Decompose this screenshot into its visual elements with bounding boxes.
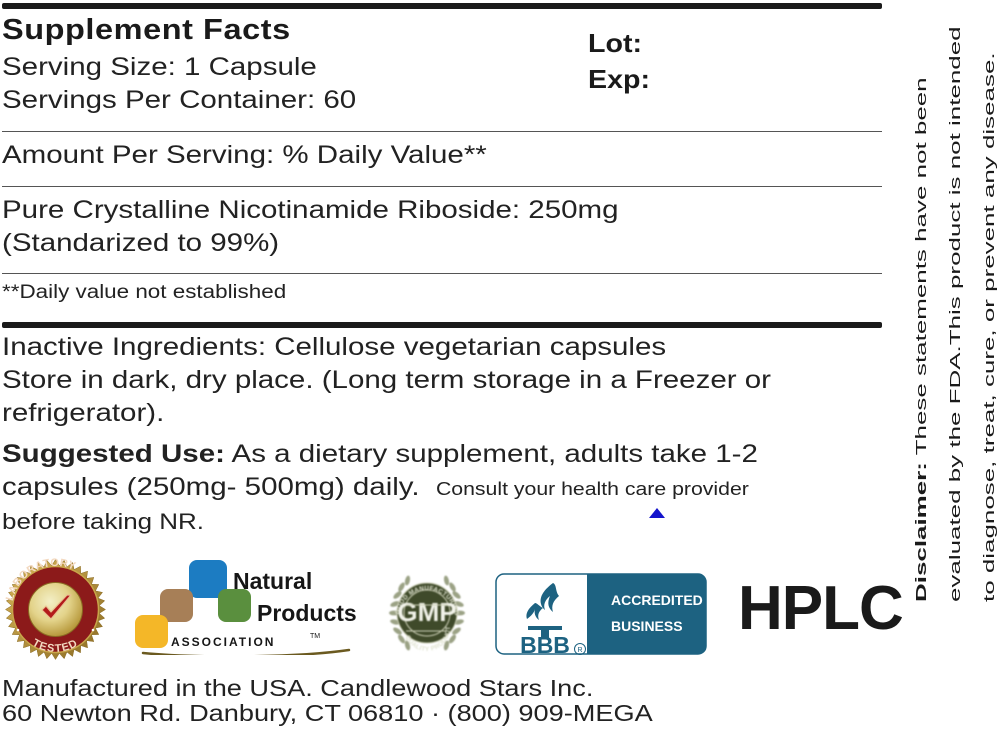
svg-text:BUSINESS: BUSINESS — [611, 618, 683, 634]
svg-text:Natural: Natural — [233, 568, 312, 594]
svg-text:TM: TM — [310, 633, 320, 640]
svg-text:ASSOCIATION: ASSOCIATION — [171, 635, 275, 649]
svg-text:R: R — [577, 647, 582, 654]
svg-text:ACCREDITED: ACCREDITED — [611, 592, 703, 608]
svg-text:BBB: BBB — [520, 632, 570, 655]
svg-text:Products: Products — [257, 600, 357, 626]
svg-text:GMP: GMP — [397, 597, 456, 627]
